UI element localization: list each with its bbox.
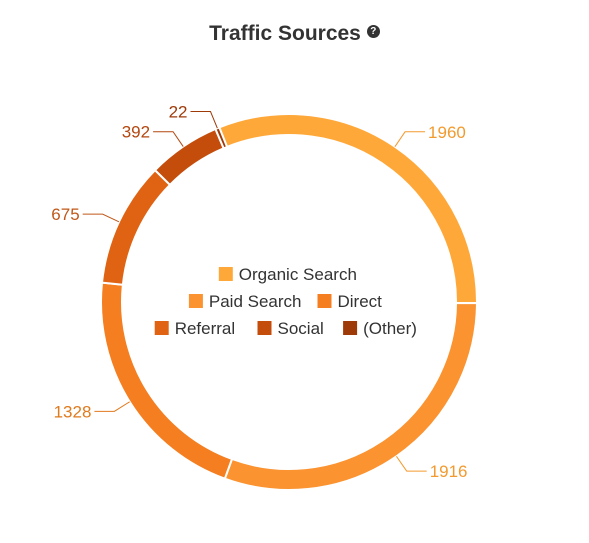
chart-title-row: Traffic Sources?: [0, 22, 589, 46]
legend-label-other: (Other): [363, 319, 417, 338]
legend-label-paid-search: Paid Search: [209, 292, 302, 311]
question-circle-icon[interactable]: ?: [366, 25, 380, 38]
leader-line-social: [153, 131, 184, 147]
legend-item-organic-search[interactable]: Organic Search: [218, 265, 357, 284]
chart-title: Traffic Sources: [209, 22, 361, 45]
data-label-organic-search: 1960: [428, 123, 466, 142]
leader-line-paid-search: [396, 456, 427, 472]
legend-label-social: Social: [278, 319, 324, 338]
legend-label-referral: Referral: [175, 319, 235, 338]
legend-label-direct: Direct: [338, 292, 383, 311]
legend-item-referral[interactable]: Referral: [154, 319, 235, 338]
leader-line-direct: [94, 401, 130, 412]
data-labels: 1960 1916 1328 675 392 22: [51, 103, 467, 482]
leader-line-organic-search: [394, 131, 426, 147]
leader-line-other: [190, 111, 218, 129]
legend: Organic Search Paid Search Direct Referral S…: [154, 265, 417, 338]
donut-slices: [100, 113, 479, 491]
data-label-social: 392: [122, 123, 150, 142]
legend-swatch-other: [343, 321, 358, 335]
data-label-direct: 1328: [54, 402, 92, 421]
leader-lines: [82, 111, 427, 472]
slice-social[interactable]: [153, 127, 225, 187]
data-label-referral: 675: [51, 205, 79, 224]
data-label-other: 22: [169, 103, 188, 122]
legend-swatch-social: [257, 321, 272, 335]
data-label-paid-search: 1916: [430, 462, 468, 481]
slice-direct[interactable]: [100, 281, 234, 480]
legend-swatch-direct: [317, 294, 332, 308]
leader-line-referral: [82, 213, 120, 223]
legend-item-direct[interactable]: Direct: [317, 292, 383, 311]
legend-swatch-paid-search: [188, 294, 203, 308]
legend-label-organic-search: Organic Search: [239, 265, 357, 284]
legend-item-social[interactable]: Social: [257, 319, 324, 338]
legend-item-paid-search[interactable]: Paid Search: [188, 292, 302, 311]
legend-item-other[interactable]: (Other): [343, 319, 417, 338]
slice-other[interactable]: [214, 126, 229, 150]
legend-swatch-referral: [154, 321, 169, 335]
legend-swatch-organic-search: [218, 267, 233, 281]
slice-referral[interactable]: [100, 168, 172, 286]
